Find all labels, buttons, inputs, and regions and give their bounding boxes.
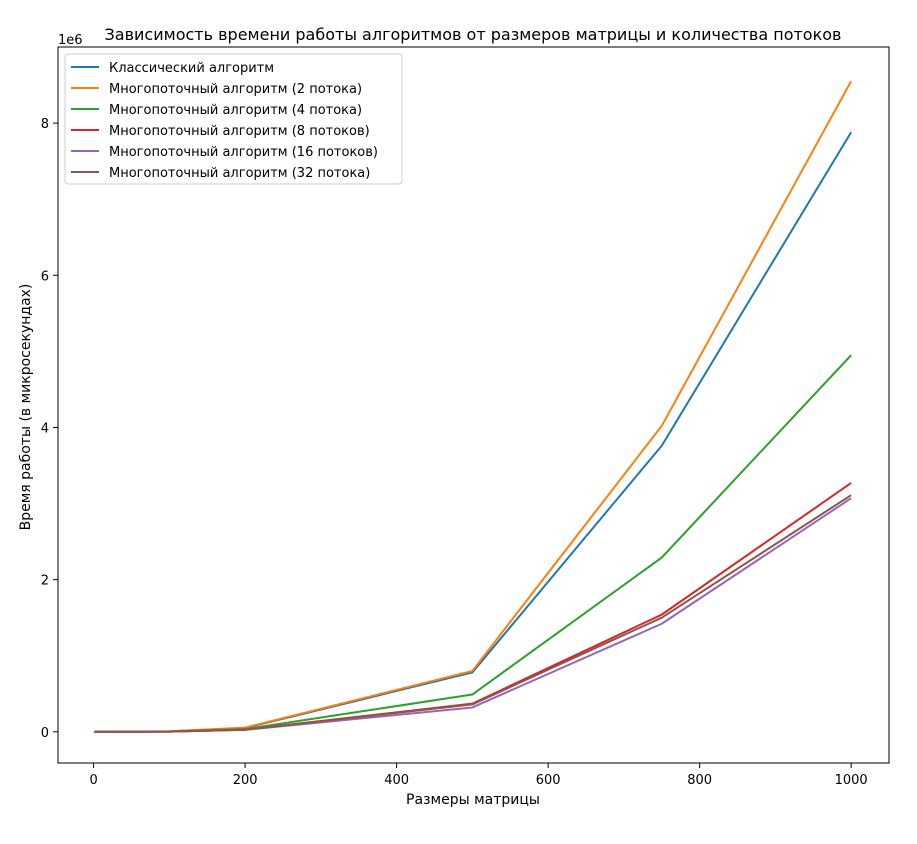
- x-tick-label: 600: [536, 773, 561, 788]
- y-tick-label: 0: [41, 726, 49, 741]
- legend-label-1: Многопоточный алгоритм (2 потока): [109, 82, 362, 97]
- y-axis-multiplier: 1e6: [58, 33, 83, 48]
- plot-area-frame: [57, 46, 890, 764]
- series-line-2: [94, 354, 852, 733]
- legend-box: [64, 53, 403, 185]
- y-tick-label: 6: [41, 269, 49, 284]
- series-lines: [94, 80, 852, 733]
- series-line-5: [94, 494, 852, 733]
- legend-label-0: Классический алгоритм: [109, 61, 274, 76]
- x-tick-label: 800: [687, 773, 712, 788]
- x-tick-label: 400: [384, 773, 409, 788]
- axis-ticks: 0 200 400 600 800 1000 0 2 4 6 8: [41, 117, 868, 788]
- y-tick-label: 4: [41, 421, 49, 436]
- x-tick-label: 200: [233, 773, 258, 788]
- x-tick-label: 1000: [835, 773, 868, 788]
- y-tick-label: 8: [41, 117, 49, 132]
- legend-label-2: Многопоточный алгоритм (4 потока): [109, 103, 362, 118]
- y-tick-label: 2: [41, 574, 49, 589]
- series-line-0: [94, 131, 852, 733]
- chart-title: Зависимость времени работы алгоритмов от…: [105, 25, 842, 44]
- x-tick-label: 0: [89, 773, 97, 788]
- legend: Классический алгоритм Многопоточный алгор…: [64, 53, 403, 185]
- series-line-4: [94, 497, 852, 733]
- legend-label-5: Многопоточный алгоритм (32 потока): [109, 166, 370, 181]
- legend-label-4: Многопоточный алгоритм (16 потоков): [109, 145, 378, 160]
- y-axis-label: Время работы (в микросекундах): [18, 284, 34, 531]
- legend-label-3: Многопоточный алгоритм (8 потоков): [109, 124, 370, 139]
- x-axis-label: Размеры матрицы: [406, 792, 540, 808]
